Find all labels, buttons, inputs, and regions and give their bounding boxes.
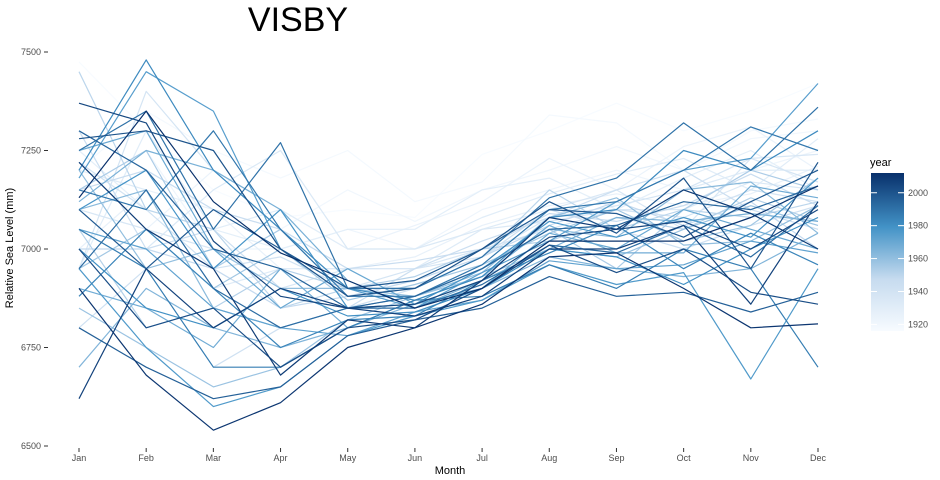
series-line-1974 xyxy=(78,71,819,309)
chart-title: VISBY xyxy=(248,1,348,39)
series-line-1924 xyxy=(78,126,819,250)
x-tick-label: Nov xyxy=(743,453,760,463)
x-tick-label: Sep xyxy=(608,453,624,463)
x-tick-label: Apr xyxy=(274,453,288,463)
color-legend: year 1920 1940 1960 1980 2000 xyxy=(870,157,928,331)
x-axis: Jan Feb Mar Apr May Jun Jul Aug Sep Oct Nov Dec xyxy=(72,448,827,463)
x-tick-label: Jun xyxy=(408,453,423,463)
series-line-2012 xyxy=(78,110,819,309)
legend-tick-label: 1940 xyxy=(908,287,928,297)
x-tick-label: Mar xyxy=(206,453,222,463)
x-tick-label: Jan xyxy=(72,453,87,463)
legend-ticks: 1920 1940 1960 1980 2000 xyxy=(871,188,928,329)
y-tick-label: 6750 xyxy=(21,343,41,353)
series-line-1946 xyxy=(78,169,819,270)
series-line-1934 xyxy=(78,149,819,250)
legend-tick-label: 1960 xyxy=(908,254,928,264)
series-lines xyxy=(78,59,819,431)
x-tick-label: Oct xyxy=(677,453,692,463)
x-tick-label: Feb xyxy=(138,453,154,463)
legend-tick-label: 2000 xyxy=(908,188,928,198)
y-tick-label: 7250 xyxy=(21,146,41,156)
y-axis-title: Relative Sea Level (mm) xyxy=(4,188,16,308)
series-line-2006 xyxy=(78,201,819,399)
series-line-1936 xyxy=(78,153,819,289)
x-tick-label: Jul xyxy=(476,453,488,463)
x-tick-label: Aug xyxy=(541,453,557,463)
series-line-1976 xyxy=(78,264,819,408)
series-line-1998 xyxy=(78,169,819,289)
series-line-1966 xyxy=(78,149,819,309)
x-tick-label: May xyxy=(339,453,357,463)
y-tick-label: 7000 xyxy=(21,244,41,254)
series-line-2010 xyxy=(78,252,819,431)
y-tick-label: 7500 xyxy=(21,47,41,57)
legend-tick-label: 1920 xyxy=(908,319,928,329)
series-line-1994 xyxy=(78,130,819,309)
series-line-1990 xyxy=(78,106,819,289)
legend-title: year xyxy=(870,157,892,169)
y-tick-label: 6500 xyxy=(21,441,41,451)
legend-tick-label: 1980 xyxy=(908,221,928,231)
y-axis: 6500 6750 7000 7250 7500 xyxy=(21,47,48,451)
legend-colorbar xyxy=(871,173,904,331)
x-tick-label: Dec xyxy=(810,453,827,463)
series-line-2004 xyxy=(78,102,819,309)
x-axis-title: Month xyxy=(435,465,466,477)
series-line-2008 xyxy=(78,161,819,376)
series-line-1978 xyxy=(78,169,819,309)
series-line-1980 xyxy=(78,216,819,329)
series-line-1988 xyxy=(78,126,819,297)
series-line-1982 xyxy=(78,59,819,301)
